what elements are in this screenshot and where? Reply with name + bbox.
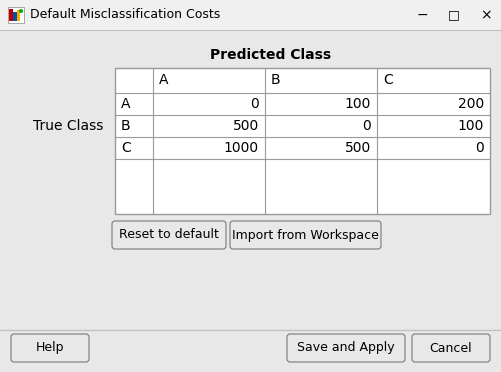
FancyBboxPatch shape [112, 221, 225, 249]
Text: −: − [415, 8, 427, 22]
Bar [115, 68, 489, 214]
Bar [17, 10, 20, 21]
Text: A: A [121, 97, 130, 111]
Text: 500: 500 [344, 141, 370, 155]
Bar [0, 0, 501, 30]
Text: 500: 500 [232, 119, 259, 133]
Circle shape [19, 9, 23, 13]
Text: 1000: 1000 [223, 141, 259, 155]
Text: Save and Apply: Save and Apply [297, 341, 394, 355]
FancyBboxPatch shape [229, 221, 380, 249]
Text: Reset to default: Reset to default [119, 228, 218, 241]
Text: 100: 100 [457, 119, 483, 133]
FancyBboxPatch shape [411, 334, 489, 362]
Text: A: A [159, 74, 168, 87]
Text: Import from Workspace: Import from Workspace [231, 228, 378, 241]
Text: 100: 100 [344, 97, 370, 111]
Text: Help: Help [36, 341, 64, 355]
Text: 200: 200 [457, 97, 483, 111]
Bar [9, 9, 13, 21]
Text: True Class: True Class [33, 119, 103, 133]
Text: 0: 0 [474, 141, 483, 155]
FancyBboxPatch shape [11, 334, 89, 362]
Text: Predicted Class: Predicted Class [210, 48, 331, 62]
Text: Default Misclassification Costs: Default Misclassification Costs [30, 9, 220, 22]
Text: B: B [121, 119, 130, 133]
Text: 0: 0 [362, 119, 370, 133]
Text: Cancel: Cancel [429, 341, 471, 355]
Bar [8, 7, 24, 23]
Text: 0: 0 [250, 97, 259, 111]
Bar [13, 12, 17, 21]
FancyBboxPatch shape [287, 334, 404, 362]
Text: B: B [271, 74, 280, 87]
Text: C: C [121, 141, 130, 155]
Text: C: C [382, 74, 392, 87]
Text: □: □ [447, 9, 459, 22]
Text: ×: × [479, 8, 491, 22]
